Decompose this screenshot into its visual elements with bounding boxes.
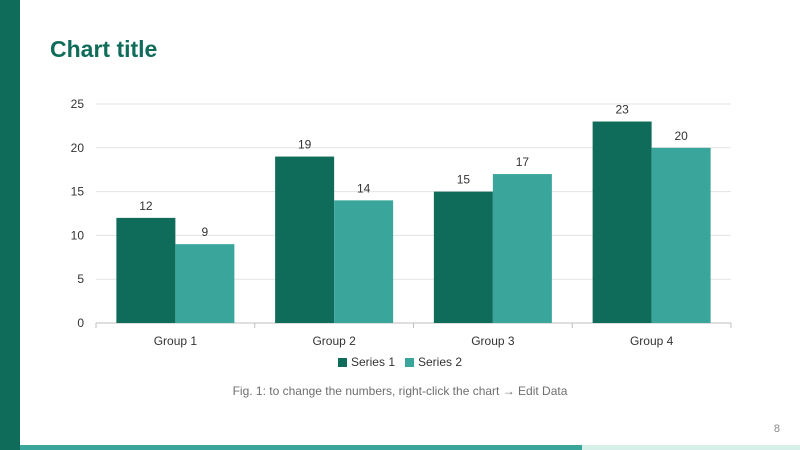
y-tick-label: 25: [71, 97, 85, 111]
bar[interactable]: [492, 174, 552, 323]
bar[interactable]: [433, 191, 493, 323]
y-tick-label: 15: [71, 185, 85, 199]
chart-title: Chart title: [50, 36, 158, 62]
data-label: 17: [516, 155, 530, 169]
bar[interactable]: [651, 147, 711, 323]
data-label: 20: [674, 129, 688, 143]
x-tick-label: Group 4: [630, 334, 674, 348]
legend-item[interactable]: Series 1: [337, 354, 395, 370]
figure-caption: Fig. 1: to change the numbers, right-cli…: [232, 384, 568, 398]
y-tick-label: 10: [71, 228, 85, 242]
bar[interactable]: [175, 244, 235, 323]
bar[interactable]: [116, 217, 176, 323]
legend-swatch: [405, 357, 414, 367]
bar[interactable]: [592, 121, 652, 324]
chart-legend: Series 1 Series 2: [0, 354, 800, 370]
legend-label: Series 1: [350, 355, 395, 369]
y-tick-label: 20: [71, 141, 85, 155]
x-tick-label: Group 3: [471, 334, 515, 348]
left-accent-bar: [0, 0, 20, 450]
data-label: 23: [615, 103, 629, 117]
legend-swatch: [337, 357, 347, 367]
x-tick-label: Group 1: [154, 334, 198, 348]
bottom-accent-strip: [20, 445, 800, 450]
page-number: 8: [773, 423, 780, 435]
data-label: 12: [139, 199, 153, 213]
legend-item[interactable]: Series 2: [405, 354, 462, 370]
data-label: 19: [298, 138, 312, 152]
bar[interactable]: [334, 200, 394, 323]
y-tick-label: 0: [77, 316, 84, 330]
bar[interactable]: [275, 156, 335, 323]
legend-label: Series 2: [418, 355, 463, 369]
x-tick-label: Group 2: [312, 334, 356, 348]
data-label: 14: [357, 181, 371, 195]
bottom-accent-fill: [20, 445, 582, 450]
y-tick-label: 5: [77, 272, 84, 286]
data-label: 15: [457, 173, 471, 187]
data-label: 9: [202, 225, 209, 239]
